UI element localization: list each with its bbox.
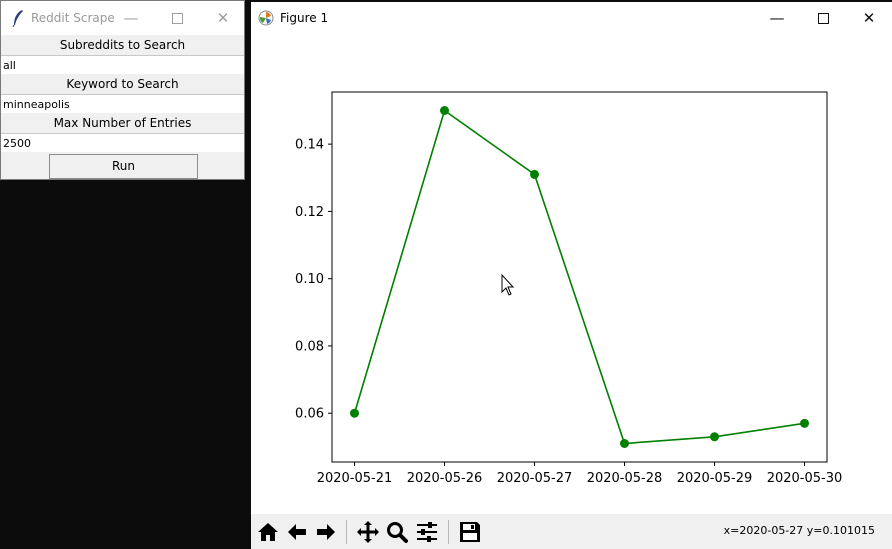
- zoom-icon: [387, 522, 408, 543]
- x-tick-label: 2020-05-27: [497, 471, 573, 486]
- pan-icon: [357, 521, 379, 543]
- configure-subplots-button[interactable]: [413, 518, 441, 546]
- data-point: [800, 418, 809, 428]
- line-chart[interactable]: 0.06 0.08 0.10 0.12 0.14 2020-05-21 2020-05-2…: [251, 34, 892, 514]
- x-tick-label: 2020-05-30: [767, 471, 843, 486]
- toolbar-separator: [448, 520, 449, 544]
- reddit-scrape-window: Reddit Scrape — ✕ Subreddits to Search a…: [0, 0, 245, 180]
- max-entries-input[interactable]: 2500: [1, 133, 244, 152]
- figure-maximize-icon: [817, 12, 829, 24]
- keyword-input[interactable]: minneapolis: [1, 94, 244, 113]
- maximize-icon: [171, 12, 183, 24]
- run-button[interactable]: Run: [49, 154, 198, 179]
- x-tick-label: 2020-05-21: [317, 471, 393, 486]
- forward-arrow-icon: [317, 524, 335, 540]
- max-entries-label: Max Number of Entries: [1, 113, 244, 133]
- save-button[interactable]: [456, 518, 484, 546]
- data-point: [350, 408, 359, 418]
- coordinates-readout: x=2020-05-27 y=0.101015: [723, 524, 875, 537]
- scrape-window-title: Reddit Scrape: [31, 11, 115, 25]
- axes-frame: [331, 91, 828, 463]
- toolbar-separator: [346, 520, 347, 544]
- y-tick-label: 0.12: [295, 205, 324, 220]
- zoom-button[interactable]: [383, 518, 411, 546]
- y-tick-label: 0.06: [295, 407, 324, 422]
- figure-window-title: Figure 1: [280, 11, 329, 25]
- subreddits-input[interactable]: all: [1, 55, 244, 74]
- mouse-cursor-icon: [501, 273, 515, 296]
- data-point: [530, 169, 539, 179]
- subreddits-label: Subreddits to Search: [1, 35, 244, 55]
- figure-close-button[interactable]: ✕: [862, 9, 876, 27]
- figure-minimize-button[interactable]: —: [769, 9, 785, 27]
- x-tick-label: 2020-05-29: [677, 471, 753, 486]
- minimize-button[interactable]: —: [123, 9, 139, 27]
- data-point: [440, 106, 449, 115]
- figure-window: Figure 1 — ✕ 0.06 0.08 0.10 0.12 0.14 2020-0…: [251, 2, 892, 549]
- figure-toolbar: x=2020-05-27 y=0.101015: [251, 514, 892, 549]
- home-icon: [258, 523, 278, 541]
- data-point: [710, 432, 719, 442]
- home-button[interactable]: [254, 518, 282, 546]
- save-icon: [460, 522, 480, 542]
- figure-titlebar[interactable]: Figure 1 — ✕: [251, 2, 892, 34]
- figure-maximize-button[interactable]: [800, 2, 846, 34]
- feather-icon: [11, 9, 25, 31]
- series-line: [353, 109, 805, 445]
- y-tick-label: 0.10: [295, 272, 324, 287]
- back-arrow-icon: [288, 524, 306, 540]
- pan-button[interactable]: [354, 518, 382, 546]
- x-tick-label: 2020-05-26: [407, 471, 483, 486]
- keyword-label: Keyword to Search: [1, 74, 244, 94]
- y-tick-label: 0.14: [295, 138, 324, 153]
- close-button[interactable]: ✕: [216, 9, 230, 27]
- maximize-button[interactable]: [154, 1, 200, 35]
- matplotlib-logo-icon: [258, 10, 274, 30]
- back-button[interactable]: [283, 518, 311, 546]
- forward-button[interactable]: [312, 518, 340, 546]
- configure-subplots-icon: [417, 522, 437, 542]
- scrape-titlebar[interactable]: Reddit Scrape — ✕: [1, 1, 244, 35]
- x-tick-label: 2020-05-28: [587, 471, 663, 486]
- y-tick-label: 0.08: [295, 339, 324, 354]
- data-point: [620, 439, 629, 448]
